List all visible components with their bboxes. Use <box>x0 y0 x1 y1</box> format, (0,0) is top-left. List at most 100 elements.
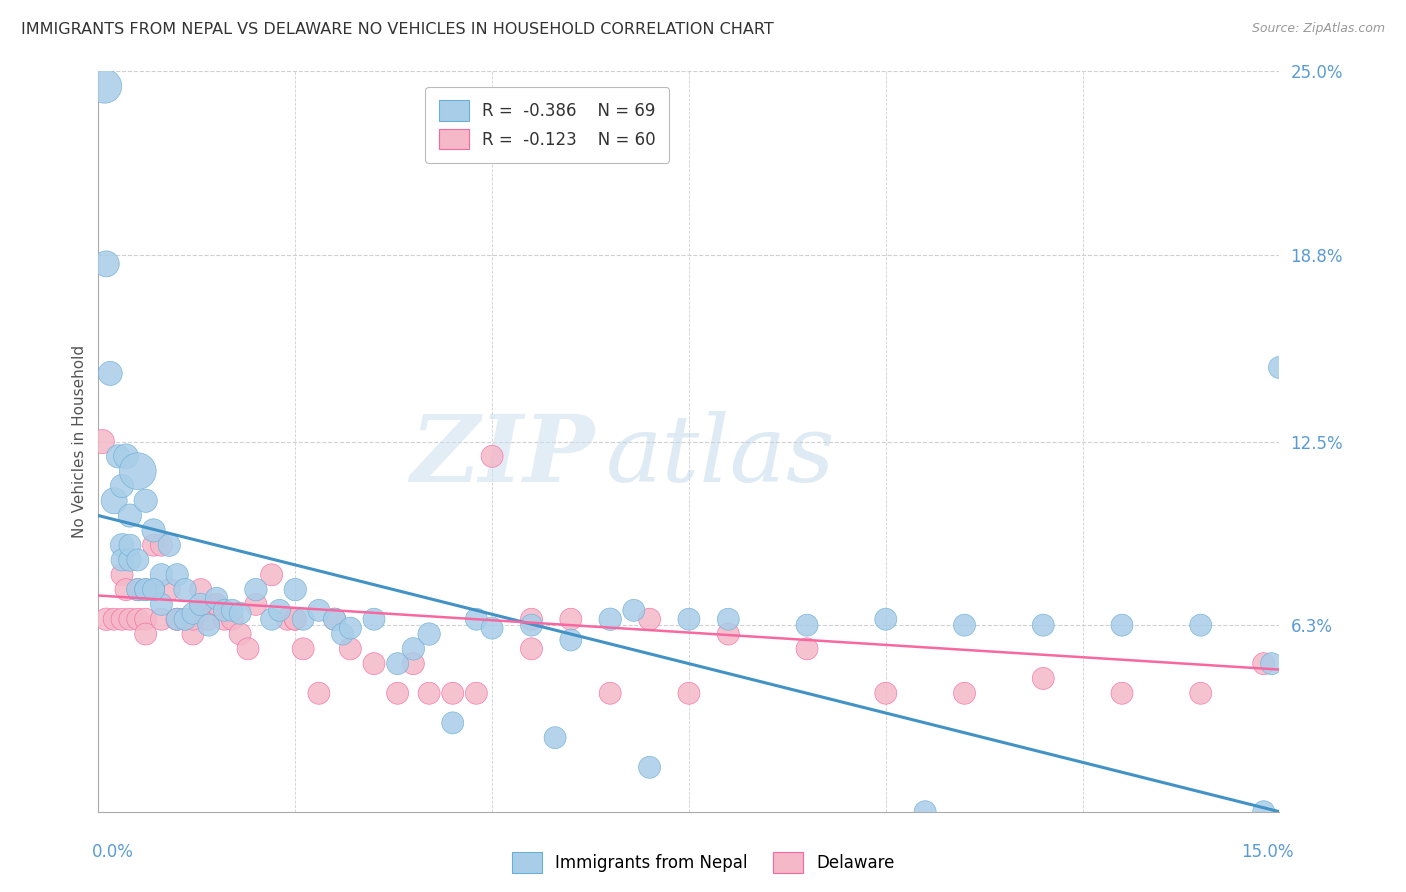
Point <box>441 715 464 730</box>
Point <box>181 627 204 641</box>
Point <box>1253 657 1275 671</box>
Point <box>276 612 298 626</box>
Point <box>190 603 212 617</box>
Point <box>166 567 188 582</box>
Point <box>174 582 197 597</box>
Point <box>142 582 165 597</box>
Point <box>245 598 267 612</box>
Point <box>260 567 283 582</box>
Point <box>1111 686 1133 700</box>
Point <box>796 641 818 656</box>
Point <box>520 618 543 632</box>
Point <box>166 612 188 626</box>
Point <box>678 686 700 700</box>
Point <box>481 621 503 635</box>
Point <box>174 612 197 626</box>
Point <box>127 464 149 478</box>
Point <box>118 508 141 523</box>
Point <box>190 582 212 597</box>
Point <box>111 612 134 626</box>
Point <box>127 612 149 626</box>
Point <box>284 582 307 597</box>
Point <box>284 612 307 626</box>
Point <box>875 612 897 626</box>
Point <box>135 582 157 597</box>
Text: ZIP: ZIP <box>411 411 595 501</box>
Point <box>599 612 621 626</box>
Point <box>402 641 425 656</box>
Point <box>96 257 118 271</box>
Point <box>387 686 409 700</box>
Point <box>197 618 219 632</box>
Point <box>150 538 173 552</box>
Point <box>1260 657 1282 671</box>
Point <box>465 686 488 700</box>
Point <box>221 603 243 617</box>
Point <box>111 538 134 552</box>
Point <box>150 567 173 582</box>
Y-axis label: No Vehicles in Household: No Vehicles in Household <box>72 345 87 538</box>
Point <box>150 612 173 626</box>
Point <box>111 553 134 567</box>
Point <box>91 434 114 449</box>
Point <box>323 612 346 626</box>
Point <box>308 603 330 617</box>
Legend: Immigrants from Nepal, Delaware: Immigrants from Nepal, Delaware <box>505 846 901 880</box>
Point <box>308 686 330 700</box>
Point <box>323 612 346 626</box>
Point <box>135 493 157 508</box>
Point <box>245 582 267 597</box>
Point <box>111 479 134 493</box>
Point <box>387 657 409 671</box>
Point <box>953 618 976 632</box>
Point <box>166 612 188 626</box>
Point <box>150 598 173 612</box>
Text: 15.0%: 15.0% <box>1241 843 1294 861</box>
Point <box>796 618 818 632</box>
Point <box>205 598 228 612</box>
Point <box>205 591 228 606</box>
Point <box>465 612 488 626</box>
Point <box>1032 672 1054 686</box>
Point <box>197 612 219 626</box>
Point <box>717 612 740 626</box>
Point <box>260 612 283 626</box>
Point <box>441 686 464 700</box>
Point <box>560 632 582 647</box>
Point <box>157 582 180 597</box>
Point <box>1189 618 1212 632</box>
Point <box>103 493 125 508</box>
Point <box>214 603 236 617</box>
Point <box>174 612 197 626</box>
Point <box>284 612 307 626</box>
Text: IMMIGRANTS FROM NEPAL VS DELAWARE NO VEHICLES IN HOUSEHOLD CORRELATION CHART: IMMIGRANTS FROM NEPAL VS DELAWARE NO VEH… <box>21 22 773 37</box>
Point <box>111 567 134 582</box>
Point <box>181 607 204 621</box>
Point <box>221 612 243 626</box>
Point <box>181 612 204 626</box>
Point <box>678 612 700 626</box>
Point <box>875 686 897 700</box>
Point <box>363 612 385 626</box>
Point <box>292 612 315 626</box>
Point <box>135 612 157 626</box>
Point <box>520 641 543 656</box>
Point <box>236 641 259 656</box>
Point <box>142 582 165 597</box>
Point <box>135 582 157 597</box>
Point <box>332 627 354 641</box>
Point <box>96 612 118 626</box>
Point <box>638 612 661 626</box>
Point <box>623 603 645 617</box>
Point <box>93 79 115 94</box>
Point <box>107 450 129 464</box>
Point <box>560 612 582 626</box>
Point <box>418 686 440 700</box>
Point <box>142 524 165 538</box>
Point <box>292 641 315 656</box>
Point <box>717 627 740 641</box>
Point <box>142 582 165 597</box>
Point <box>418 627 440 641</box>
Point <box>127 582 149 597</box>
Point <box>214 612 236 626</box>
